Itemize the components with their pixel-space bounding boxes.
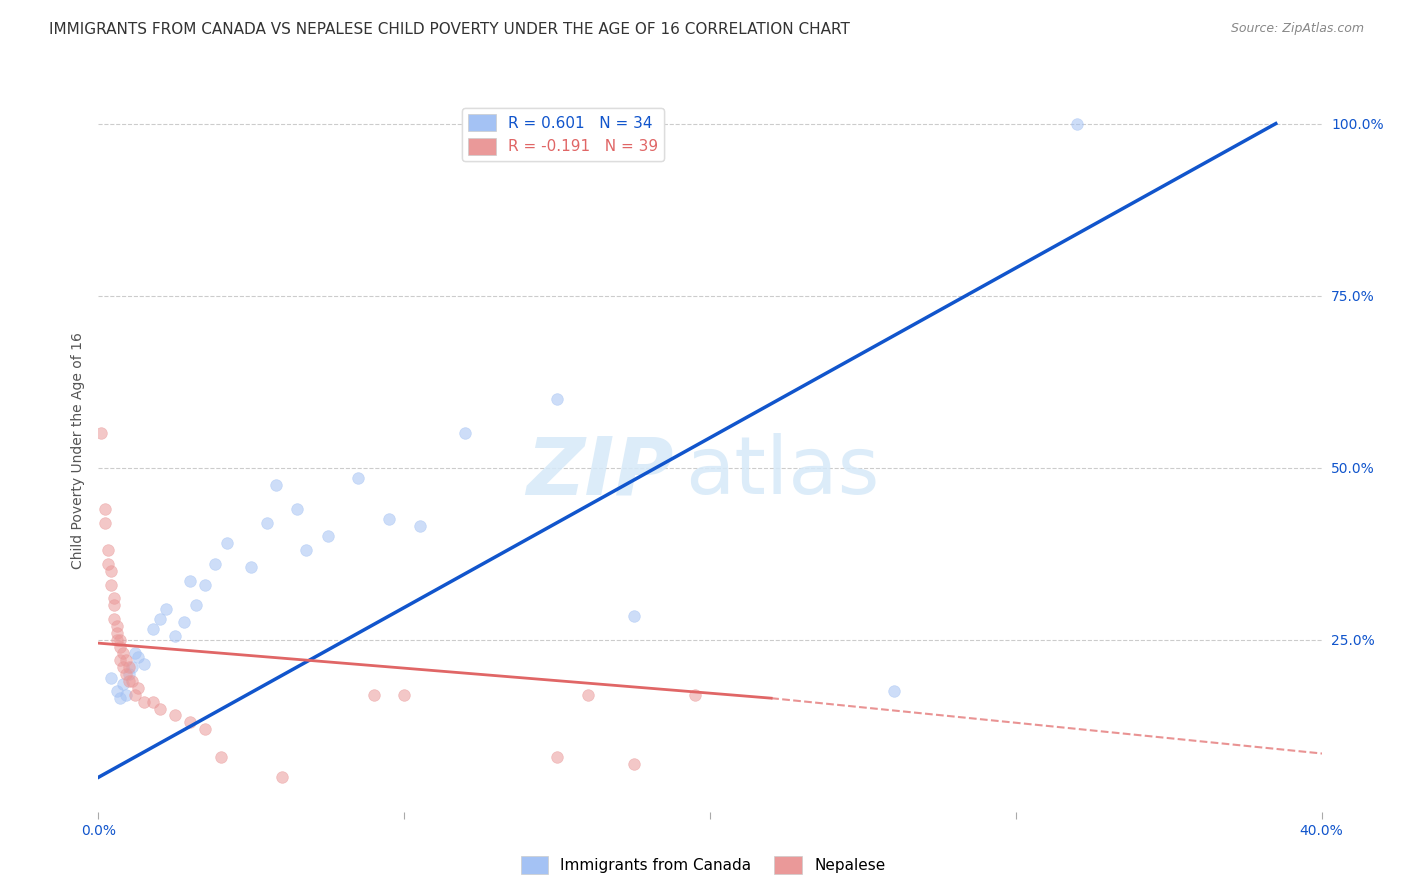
Point <box>392 688 416 702</box>
Legend: Immigrants from Canada, Nepalese: Immigrants from Canada, Nepalese <box>515 850 891 880</box>
Point <box>378 512 401 526</box>
Point <box>363 688 385 702</box>
Point <box>111 660 134 674</box>
Point <box>683 688 706 702</box>
Point <box>105 625 128 640</box>
Point <box>118 667 141 681</box>
Point <box>240 560 263 574</box>
Point <box>179 715 201 730</box>
Point <box>103 599 125 613</box>
Point <box>142 623 165 637</box>
Point <box>108 640 131 654</box>
Point <box>155 601 177 615</box>
Point <box>576 688 599 702</box>
Point <box>108 632 131 647</box>
Point <box>108 691 131 706</box>
Point <box>121 673 143 688</box>
Point <box>134 695 156 709</box>
Point <box>270 770 292 784</box>
Point <box>93 516 115 530</box>
Point <box>142 695 165 709</box>
Point <box>97 543 120 558</box>
Point <box>149 701 172 715</box>
Point <box>347 471 370 485</box>
Point <box>118 660 141 674</box>
Point <box>118 673 141 688</box>
Point <box>1066 117 1088 131</box>
Point <box>316 529 339 543</box>
Point <box>204 557 226 571</box>
Point <box>256 516 278 530</box>
Point <box>105 619 128 633</box>
Point <box>100 671 122 685</box>
Point <box>127 649 149 664</box>
Point <box>149 612 172 626</box>
Point <box>90 426 112 441</box>
Point <box>179 574 201 589</box>
Legend: R = 0.601   N = 34, R = -0.191   N = 39: R = 0.601 N = 34, R = -0.191 N = 39 <box>463 108 664 161</box>
Point <box>111 677 134 691</box>
Point <box>105 632 128 647</box>
Point <box>115 653 138 667</box>
Point <box>546 392 568 406</box>
Point <box>194 722 217 736</box>
Point <box>163 629 186 643</box>
Point <box>623 756 645 771</box>
Point <box>295 543 318 558</box>
Point <box>623 608 645 623</box>
Point <box>121 660 143 674</box>
Point <box>163 708 186 723</box>
Text: ZIP: ZIP <box>526 434 673 511</box>
Point <box>883 684 905 698</box>
Point <box>100 577 122 591</box>
Point <box>454 426 477 441</box>
Point <box>115 688 138 702</box>
Point <box>408 519 430 533</box>
Point <box>105 684 128 698</box>
Y-axis label: Child Poverty Under the Age of 16: Child Poverty Under the Age of 16 <box>70 332 84 569</box>
Text: Source: ZipAtlas.com: Source: ZipAtlas.com <box>1230 22 1364 36</box>
Point <box>209 749 232 764</box>
Point <box>103 612 125 626</box>
Point <box>111 647 134 661</box>
Text: atlas: atlas <box>686 434 880 511</box>
Point <box>115 667 138 681</box>
Text: IMMIGRANTS FROM CANADA VS NEPALESE CHILD POVERTY UNDER THE AGE OF 16 CORRELATION: IMMIGRANTS FROM CANADA VS NEPALESE CHILD… <box>49 22 851 37</box>
Point <box>194 577 217 591</box>
Point <box>127 681 149 695</box>
Point <box>124 647 146 661</box>
Point <box>186 599 208 613</box>
Point <box>173 615 195 630</box>
Point <box>546 749 568 764</box>
Point <box>124 688 146 702</box>
Point <box>215 536 238 550</box>
Point <box>134 657 156 671</box>
Point <box>108 653 131 667</box>
Point <box>264 478 287 492</box>
Point <box>103 591 125 606</box>
Point <box>285 502 308 516</box>
Point <box>93 502 115 516</box>
Point <box>100 564 122 578</box>
Point <box>97 557 120 571</box>
